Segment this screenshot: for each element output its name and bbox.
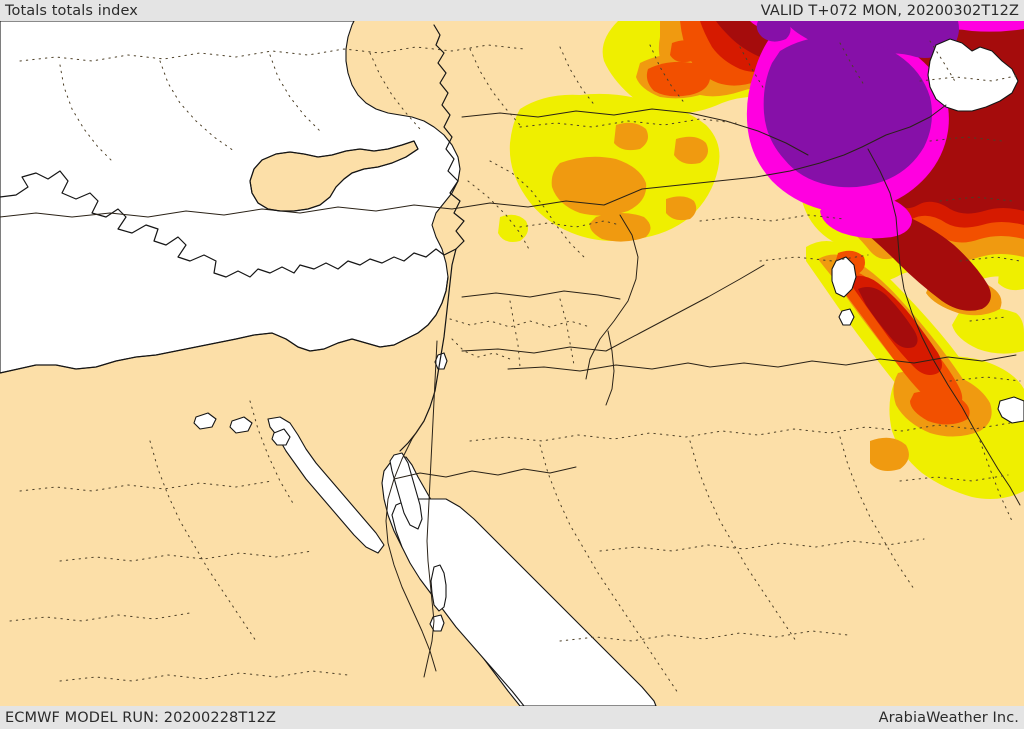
valid-time-label: VALID T+072 MON, 20200302T12Z — [760, 2, 1019, 19]
footer-bar: ECMWF MODEL RUN: 20200228T12Z ArabiaWeat… — [0, 706, 1024, 729]
persian-gulf-head — [997, 396, 1024, 424]
lake-habbaniyah — [838, 308, 855, 326]
lake-burullus — [229, 416, 253, 434]
map-click-surface[interactable] — [0, 21, 1024, 706]
model-run-label: ECMWF MODEL RUN: 20200228T12Z — [5, 709, 276, 726]
page-title: Totals totals index — [5, 2, 138, 19]
cyprus-outline — [249, 140, 419, 212]
gulf-of-suez — [267, 416, 385, 554]
sea-of-galilee — [434, 352, 448, 370]
admin-borders — [9, 40, 1021, 694]
provider-label: ArabiaWeather Inc. — [878, 709, 1019, 726]
country-borders — [0, 104, 1021, 678]
lake-mariout — [193, 412, 217, 430]
dead-sea — [430, 564, 447, 612]
map-canvas[interactable] — [0, 21, 1024, 706]
gulf-of-aqaba — [389, 452, 423, 530]
red-sea-basin — [391, 498, 657, 706]
contour-level-purple — [756, 21, 959, 188]
header-bar: Totals totals index VALID T+072 MON, 202… — [0, 0, 1024, 21]
lake-urmia — [927, 38, 1019, 112]
lake-tharthar — [831, 256, 857, 298]
map-svg — [0, 21, 1024, 706]
water-bodies — [0, 21, 1024, 706]
lake-manzala — [271, 428, 291, 446]
